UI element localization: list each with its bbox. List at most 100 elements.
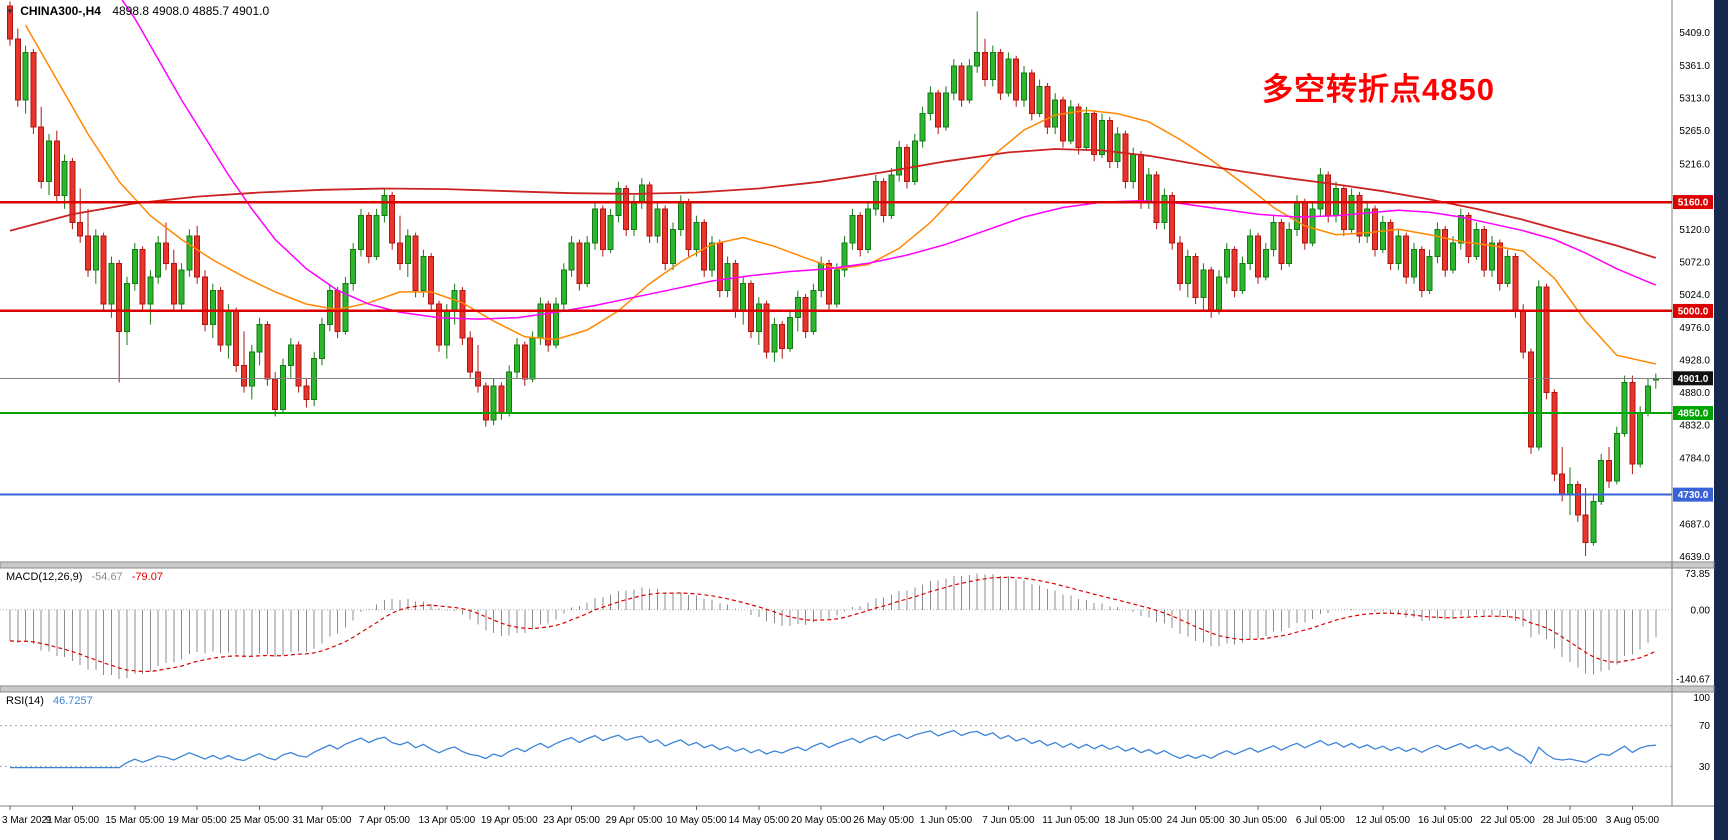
price-tag-text: 4730.0	[1678, 490, 1709, 501]
time-axis-label: 25 Mar 05:00	[230, 815, 289, 826]
time-axis-label: 29 Apr 05:00	[606, 815, 663, 826]
candle-body	[1223, 249, 1230, 278]
candle-body	[514, 344, 520, 373]
candle-body	[911, 140, 918, 183]
macd-main-value: -54.67	[91, 571, 123, 583]
price-tag-4730.0	[1673, 487, 1713, 502]
candle-body	[592, 208, 598, 244]
candle-body	[794, 296, 801, 319]
candle-body	[428, 256, 435, 305]
price-axis-label: 4639.0	[1679, 552, 1710, 563]
candle-body	[568, 242, 575, 271]
candle-body	[1512, 256, 1519, 312]
time-axis-label: 7 Apr 05:00	[359, 815, 411, 826]
candle-body	[1364, 208, 1371, 237]
candle-body	[529, 337, 536, 380]
candle-body	[974, 51, 981, 67]
time-axis-label: 19 Mar 05:00	[168, 815, 227, 826]
candle-body	[233, 310, 240, 366]
candle-body	[1301, 201, 1308, 244]
candle-body	[311, 358, 318, 400]
candle-body	[677, 201, 684, 230]
price-axis-label: 4880.0	[1679, 388, 1710, 399]
candle-body	[833, 269, 840, 305]
candle-body	[459, 290, 466, 339]
price-axis-label: 5409.0	[1679, 28, 1710, 39]
candle-body	[1231, 249, 1238, 292]
chart-title: ▼ CHINA300-,H4 4898.8 4908.0 4885.7 4901…	[6, 4, 269, 18]
price-axis-label: 5361.0	[1679, 61, 1710, 72]
time-axis-label: 31 Mar 05:00	[293, 815, 352, 826]
candle-body	[857, 215, 864, 251]
time-axis-label: 14 May 05:00	[728, 815, 789, 826]
macd-signal-value: -79.07	[131, 571, 163, 583]
time-axis-label: 26 May 05:00	[853, 815, 914, 826]
candle-body	[1028, 72, 1035, 115]
panel-splitter-1[interactable]	[0, 561, 1715, 569]
candle-body	[412, 235, 419, 292]
candle-body	[521, 344, 528, 380]
time-axis-label: 1 Jun 05:00	[920, 815, 973, 826]
candle-body	[1067, 106, 1074, 142]
candle-body	[358, 215, 364, 251]
candle-body	[545, 303, 552, 346]
candle-body	[1411, 249, 1417, 278]
candle-body	[1613, 432, 1620, 482]
candle-body	[1161, 194, 1168, 223]
price-axis[interactable]	[1672, 0, 1714, 806]
candle-body	[381, 194, 388, 217]
candle-body	[685, 201, 692, 251]
candle-body	[1114, 133, 1121, 162]
time-axis-label: 30 Jun 05:00	[1229, 815, 1287, 826]
candle-body	[1567, 483, 1573, 496]
candle-body	[919, 113, 926, 142]
candle-body	[537, 303, 544, 339]
candle-body	[709, 242, 715, 271]
candle-body	[436, 303, 442, 346]
macd-histogram	[9, 573, 1657, 679]
candle-body	[1535, 286, 1542, 448]
candle-body	[560, 269, 567, 305]
candle-body	[100, 235, 107, 305]
candle-body	[22, 51, 29, 101]
price-axis-label: 5216.0	[1679, 159, 1710, 170]
candle-body	[287, 344, 294, 366]
candle-body	[771, 324, 778, 353]
ma-slow-line	[9, 148, 1657, 259]
time-axis[interactable]	[0, 806, 1714, 840]
candlestick-series	[7, 1, 1659, 556]
time-axis-labels: 3 Mar 20219 Mar 05:00 15 Mar 05:00 19 Mar …	[2, 806, 1660, 826]
panel-splitter-2[interactable]	[0, 685, 1715, 693]
candle-body	[1504, 256, 1511, 285]
candle-body	[92, 235, 99, 271]
candle-body	[1091, 113, 1098, 155]
candle-body	[1262, 249, 1269, 278]
candle-body	[997, 51, 1004, 94]
rsi-value: 46.7257	[52, 695, 93, 707]
candle-body	[1356, 194, 1363, 237]
candle-body	[927, 92, 934, 115]
candle-body	[225, 310, 232, 346]
candle-body	[475, 371, 481, 387]
candle-body	[1153, 174, 1160, 223]
price-axis-labels: 5409.0 5361.0 5313.0 5265.0 5216.0 5120.0 5072…	[1679, 28, 1710, 563]
candle-body	[1496, 242, 1503, 285]
candle-body	[85, 235, 91, 271]
time-axis-label: 23 Apr 05:00	[543, 815, 600, 826]
window-right-edge	[1714, 0, 1728, 840]
candle-body	[584, 242, 591, 285]
candle-body	[1543, 286, 1550, 394]
time-axis-label: 15 Mar 05:00	[105, 815, 164, 826]
macd-indicator-label: MACD(12,26,9) -54.67 -79.07	[6, 571, 163, 583]
time-axis-label: 10 May 05:00	[666, 815, 727, 826]
candle-body	[1013, 58, 1020, 101]
price-tag-text: 5000.0	[1678, 306, 1709, 317]
candle-body	[1465, 215, 1472, 258]
candle-body	[670, 228, 676, 264]
time-axis-label: 18 Jun 05:00	[1104, 815, 1162, 826]
annotation-text: 多空转折点4850	[1262, 72, 1495, 107]
candle-body	[209, 290, 216, 326]
candle-body	[1528, 351, 1534, 448]
